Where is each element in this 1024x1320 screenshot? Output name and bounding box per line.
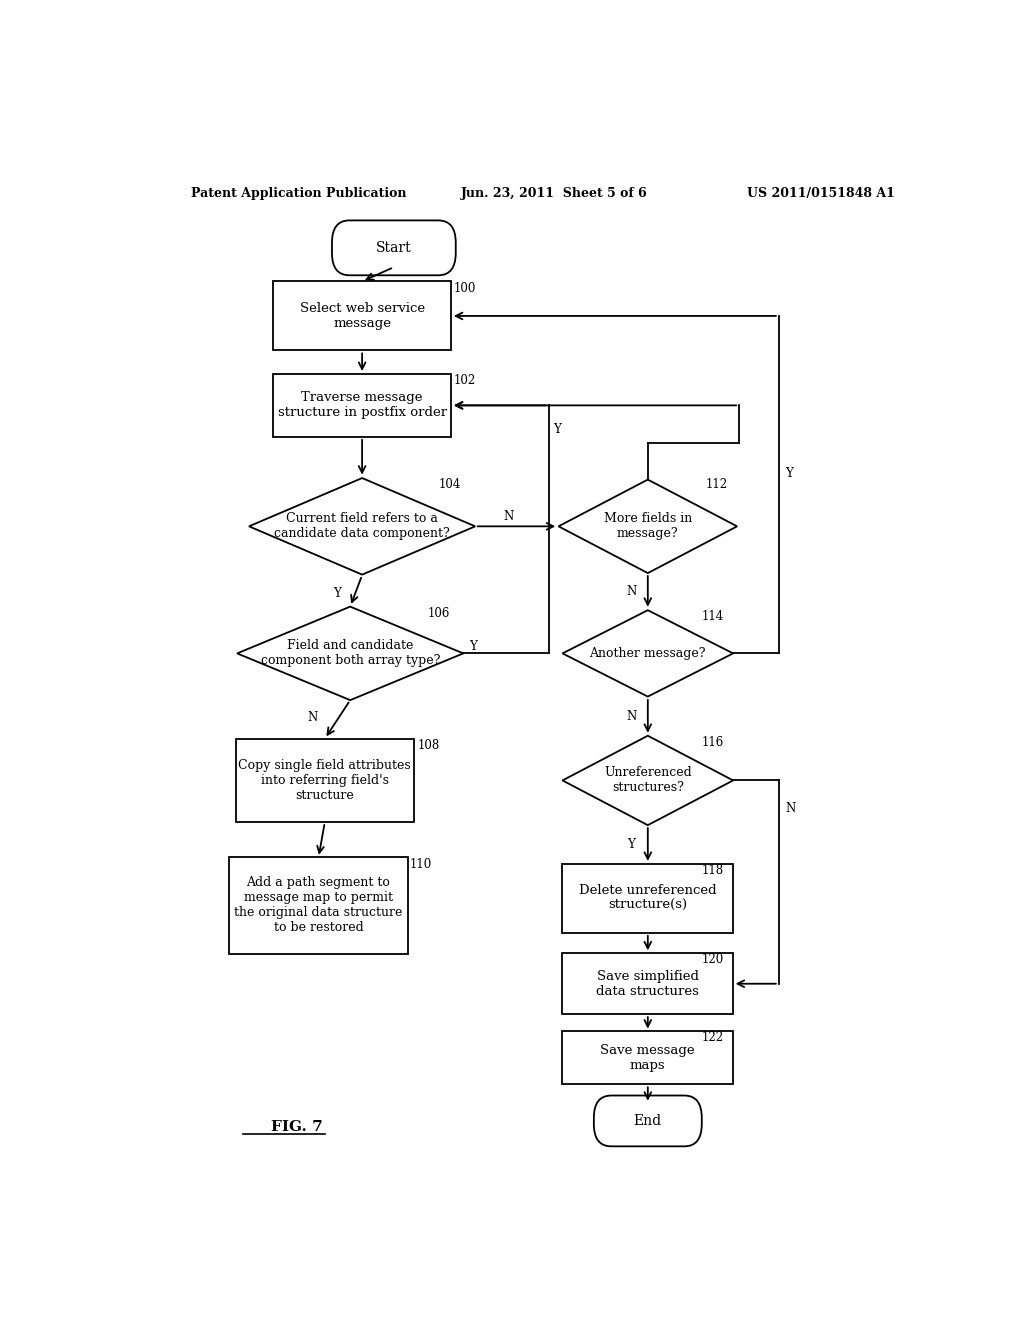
Text: N: N bbox=[626, 585, 636, 598]
Text: Add a path segment to
message map to permit
the original data structure
to be re: Add a path segment to message map to per… bbox=[234, 876, 402, 935]
Bar bbox=[562, 953, 733, 1014]
Bar bbox=[236, 739, 414, 822]
Text: 104: 104 bbox=[439, 478, 462, 491]
Polygon shape bbox=[238, 607, 463, 700]
Text: Y: Y bbox=[334, 587, 341, 599]
Text: FIG. 7: FIG. 7 bbox=[270, 1121, 323, 1134]
Polygon shape bbox=[562, 610, 733, 697]
Text: 114: 114 bbox=[701, 610, 724, 623]
Text: 118: 118 bbox=[701, 863, 724, 876]
Text: Y: Y bbox=[785, 467, 793, 480]
Text: Copy single field attributes
into referring field's
structure: Copy single field attributes into referr… bbox=[239, 759, 412, 803]
Text: 108: 108 bbox=[418, 739, 440, 752]
Text: N: N bbox=[785, 803, 796, 816]
Bar bbox=[562, 1031, 733, 1084]
Text: Current field refers to a
candidate data component?: Current field refers to a candidate data… bbox=[274, 512, 450, 540]
Text: 106: 106 bbox=[428, 607, 451, 619]
Text: 102: 102 bbox=[454, 374, 475, 387]
Text: 116: 116 bbox=[701, 735, 724, 748]
Text: 120: 120 bbox=[701, 953, 724, 966]
Text: 112: 112 bbox=[706, 478, 728, 491]
Text: Unreferenced
structures?: Unreferenced structures? bbox=[604, 767, 691, 795]
Bar bbox=[272, 281, 452, 351]
Text: 122: 122 bbox=[701, 1031, 724, 1044]
Text: Delete unreferenced
structure(s): Delete unreferenced structure(s) bbox=[579, 884, 717, 912]
FancyBboxPatch shape bbox=[332, 220, 456, 276]
Polygon shape bbox=[562, 735, 733, 825]
Bar bbox=[562, 863, 733, 933]
Text: Y: Y bbox=[628, 838, 635, 851]
Bar bbox=[272, 374, 452, 437]
Text: Y: Y bbox=[553, 422, 560, 436]
Text: Select web service
message: Select web service message bbox=[300, 302, 425, 330]
Text: End: End bbox=[634, 1114, 662, 1127]
FancyBboxPatch shape bbox=[594, 1096, 701, 1146]
Text: N: N bbox=[504, 510, 514, 523]
Text: Field and candidate
component both array type?: Field and candidate component both array… bbox=[260, 639, 440, 668]
Text: Another message?: Another message? bbox=[590, 647, 707, 660]
Polygon shape bbox=[249, 478, 475, 574]
Text: 100: 100 bbox=[454, 282, 476, 296]
Text: Jun. 23, 2011  Sheet 5 of 6: Jun. 23, 2011 Sheet 5 of 6 bbox=[461, 187, 648, 201]
Text: N: N bbox=[307, 711, 317, 723]
Bar bbox=[229, 857, 408, 954]
Polygon shape bbox=[558, 479, 737, 573]
Text: Y: Y bbox=[469, 640, 477, 653]
Text: Start: Start bbox=[376, 240, 412, 255]
Text: More fields in
message?: More fields in message? bbox=[604, 512, 692, 540]
Text: Traverse message
structure in postfix order: Traverse message structure in postfix or… bbox=[278, 392, 446, 420]
Text: Patent Application Publication: Patent Application Publication bbox=[191, 187, 407, 201]
Text: 110: 110 bbox=[410, 858, 432, 871]
Text: N: N bbox=[626, 710, 636, 723]
Text: Save simplified
data structures: Save simplified data structures bbox=[596, 970, 699, 998]
Text: US 2011/0151848 A1: US 2011/0151848 A1 bbox=[748, 187, 895, 201]
Text: Save message
maps: Save message maps bbox=[600, 1044, 695, 1072]
